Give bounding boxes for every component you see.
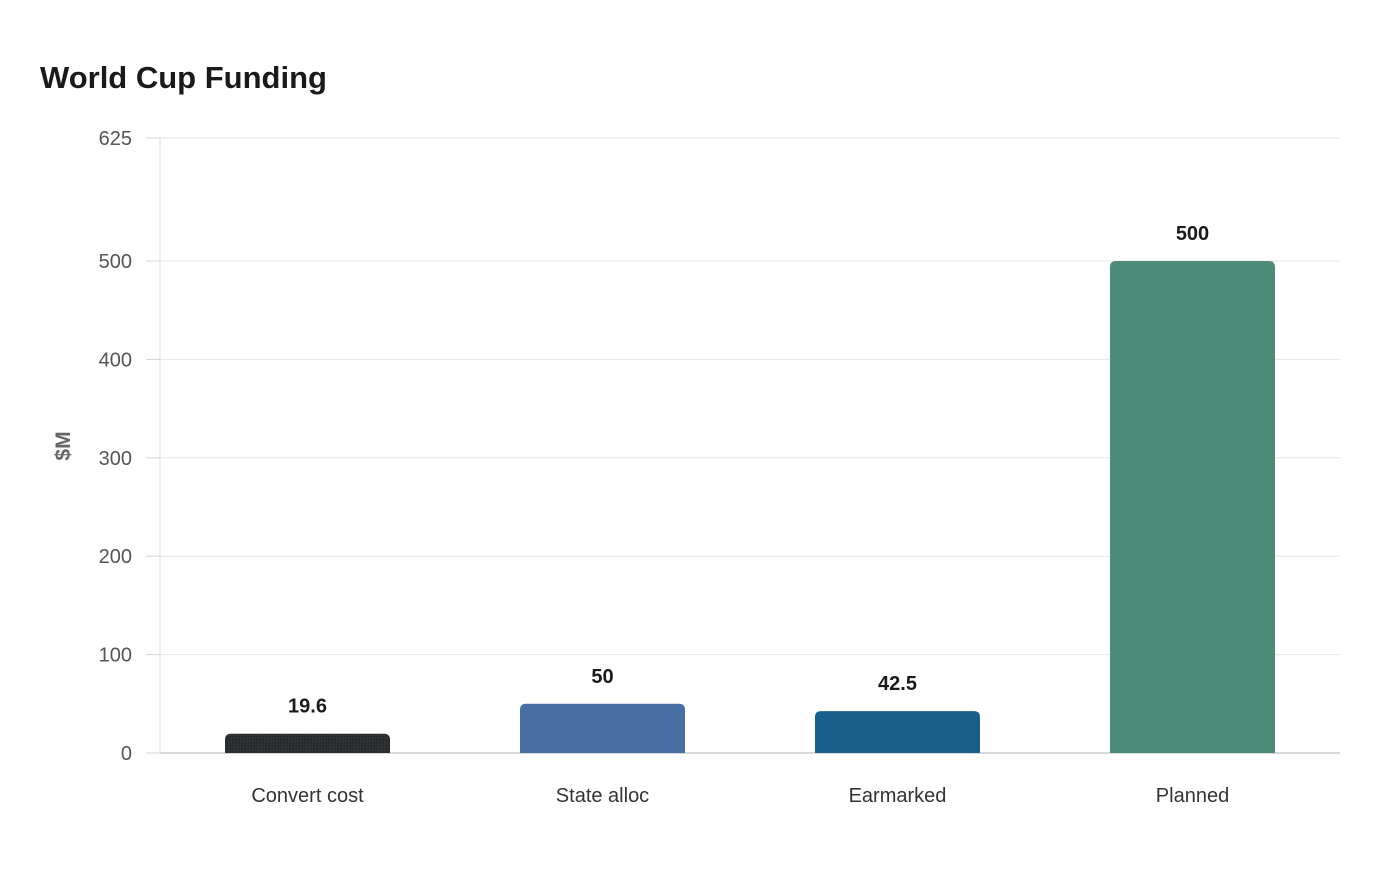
bar-state-alloc [520,703,685,753]
y-tick-label: 625 [99,128,132,150]
bar-planned [1110,261,1275,753]
y-tick-label: 0 [121,743,132,765]
y-axis-label: $M [52,431,75,460]
y-tick-label: 100 [99,645,132,667]
bars [225,261,1275,753]
data-label: 50 [591,666,613,688]
data-label: 42.5 [878,673,917,695]
y-tick-label: 300 [99,448,132,470]
y-tick-label: 500 [99,251,132,273]
x-tick-label: Planned [1156,785,1229,807]
x-tick-label: Earmarked [849,785,947,807]
data-labels: 19.6 50 42.5 500 [288,223,1209,718]
data-label: 19.6 [288,696,327,718]
x-tick-label: State alloc [556,785,649,807]
bar-earmarked [815,711,980,753]
x-tick-labels: Convert cost State alloc Earmarked Planned [251,785,1229,807]
bar-convert-cost [225,733,390,753]
chart-title: World Cup Funding [40,60,327,95]
data-label: 500 [1176,223,1209,245]
x-tick-label: Convert cost [251,785,364,807]
y-tick-label: 400 [99,349,132,371]
y-tick-labels: 0 100 200 300 400 500 625 [99,128,132,765]
y-tick-label: 200 [99,546,132,568]
